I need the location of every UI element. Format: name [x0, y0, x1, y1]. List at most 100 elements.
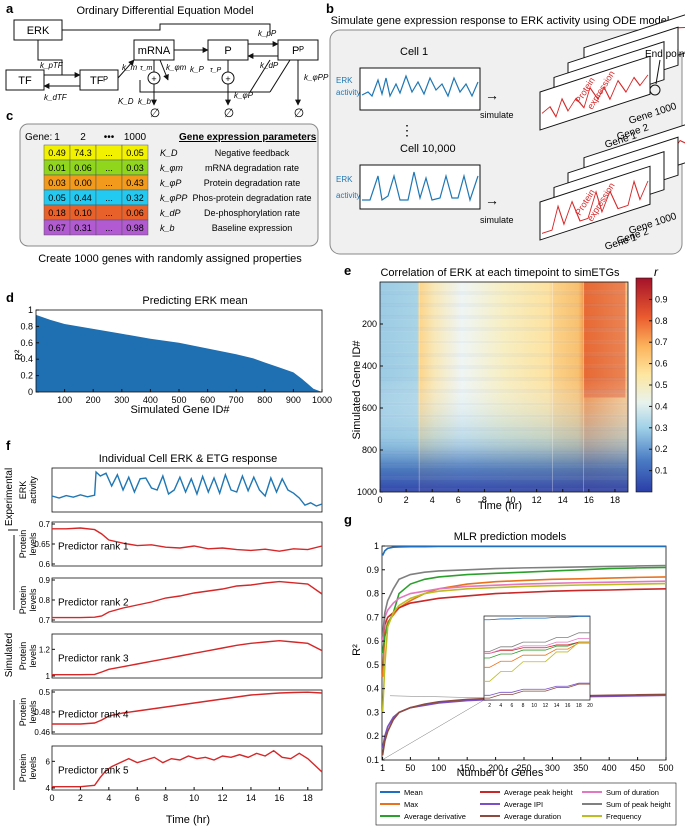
- area-chart: 100 200 300 400 500 600 700 800 900 1000 0 0.2 0.4 0.…: [20, 305, 332, 405]
- rate-k-p: k_P: [190, 65, 204, 74]
- rate-k-phip: k_φP: [234, 91, 254, 100]
- legend-label: Average peak height: [504, 788, 574, 797]
- y-tick-label: 200: [362, 319, 377, 329]
- param-symbol: k_b: [160, 223, 175, 233]
- x-tick-label: 12: [218, 793, 228, 803]
- rate-k-b: k_b: [138, 97, 151, 106]
- x-tick-label: 500: [658, 763, 673, 773]
- x-tick-label: 4: [106, 793, 111, 803]
- legend-label: Mean: [404, 788, 423, 797]
- x-tick-label: 12: [532, 495, 542, 505]
- y-axis-label: Simulated Gene ID#: [351, 340, 363, 440]
- colorbar-tick-label: 0.9: [655, 294, 668, 304]
- x-tick-label: 200: [86, 395, 101, 405]
- series-line: [52, 580, 323, 619]
- series-line: [52, 749, 323, 788]
- series-line: [381, 588, 667, 642]
- y-axis-label: levels: [28, 588, 38, 612]
- x-axis-label: Simulated Gene ID#: [130, 404, 230, 416]
- inset-series-line: [484, 641, 590, 654]
- param-symbol: k_dP: [160, 208, 181, 218]
- y-tick-label: 0.8: [366, 589, 379, 599]
- gene-label: Gene:: [25, 132, 52, 143]
- panel-title: Simulate gene expression response to ERK…: [331, 15, 670, 27]
- p-node-label: P: [224, 45, 231, 57]
- table-cell-value: 0.32: [126, 193, 144, 203]
- y-tick-label: 0.7: [39, 616, 51, 625]
- arrow-icon: →: [485, 87, 499, 103]
- null-icon: ∅: [294, 106, 304, 120]
- y-tick-label: 0.4: [366, 684, 379, 694]
- x-tick-label: 700: [229, 395, 244, 405]
- inset-series-line: [484, 632, 590, 652]
- y-axis-label: Protein: [18, 642, 28, 671]
- chart-title: Individual Cell ERK & ETG response: [99, 453, 278, 465]
- y-axis-label: Protein: [18, 586, 28, 615]
- y-axis-label: levels: [28, 756, 38, 780]
- rate-k-m: k_m: [122, 63, 137, 72]
- x-tick-label: 800: [257, 395, 272, 405]
- y-tick-label: 0.8: [39, 596, 51, 605]
- panel-title: Ordinary Differential Equation Model: [76, 5, 253, 17]
- inset-x-tick-label: 10: [531, 703, 537, 709]
- svg-text:+: +: [151, 74, 156, 84]
- colorbar-label: r: [654, 265, 659, 279]
- area-series: [36, 314, 322, 392]
- panel-letter: g: [344, 512, 352, 527]
- colorbar-tick-label: 0.8: [655, 316, 668, 326]
- rate-tau-p: τ_P: [210, 67, 222, 74]
- table-cell-value: ...: [105, 193, 113, 203]
- y-tick-label: 0.6: [366, 636, 379, 646]
- simulate-label: simulate: [480, 110, 514, 120]
- panel-letter: f: [6, 438, 11, 453]
- x-axis-label: Time (hr): [478, 500, 522, 512]
- colorbar-tick-label: 0.1: [655, 466, 668, 476]
- inset-series-line: [484, 683, 590, 699]
- panel-letter: e: [344, 263, 351, 278]
- column-headers: 1 2 ••• 1000: [54, 132, 146, 143]
- y-tick-label: 0.9: [366, 565, 379, 575]
- x-tick-label: 50: [405, 763, 415, 773]
- panel-c-caption: Create 1000 genes with randomly assigned…: [38, 253, 302, 265]
- x-tick-label: 14: [558, 495, 568, 505]
- y-tick-label: 0.65: [34, 540, 50, 549]
- table-cell-value: ...: [105, 163, 113, 173]
- panel-e: e Correlation of ERK at each timepoint t…: [344, 263, 668, 512]
- arrow-icon: →: [485, 192, 499, 208]
- predictor-label: Predictor rank 5: [58, 765, 129, 776]
- subplot-frame: [51, 577, 323, 623]
- predictor-label: Predictor rank 3: [58, 653, 129, 664]
- panel-d: d Predicting ERK mean 100 200 300 400 500 600…: [6, 290, 332, 416]
- erk-activity-label: ERK: [336, 175, 353, 184]
- x-tick-label: 6: [135, 793, 140, 803]
- table-cell-value: 0.43: [126, 178, 144, 188]
- x-tick-label: 1000: [312, 395, 332, 405]
- table-cell-value: 0.06: [74, 163, 92, 173]
- params-header: Gene expression parameters: [179, 132, 317, 143]
- series-line: [52, 691, 323, 725]
- y-axis-label: R²: [14, 349, 25, 360]
- x-tick-label: 250: [516, 763, 531, 773]
- colorbar-tick-label: 0.2: [655, 444, 668, 454]
- colorbar-tick-label: 0.5: [655, 380, 668, 390]
- y-tick-label: 0.5: [39, 688, 51, 697]
- subplot-frame: [51, 633, 323, 679]
- null-icon: ∅: [224, 106, 234, 120]
- param-symbol: k_φm: [160, 163, 183, 173]
- rate-k-dtf: k_dTF: [44, 93, 68, 102]
- series-line: [52, 527, 323, 552]
- table-cell-value: 0.05: [48, 193, 66, 203]
- inset-x-tick-label: 14: [554, 703, 560, 709]
- y-tick-label: 0.5: [366, 660, 379, 670]
- table-cell-value: 74.3: [74, 148, 92, 158]
- null-icon: ∅: [150, 106, 160, 120]
- simulated-label: Simulated: [4, 633, 15, 677]
- inset-x-tick-label: 2: [488, 703, 491, 709]
- end-point-marker: [649, 84, 661, 96]
- y-tick-label: 0.7: [39, 520, 51, 529]
- series-line: [381, 545, 666, 556]
- experimental-label: Experimental: [4, 468, 15, 526]
- rate-k-phim: k_φm: [166, 63, 187, 72]
- x-tick-label: 100: [57, 395, 72, 405]
- x-axis-label: Time (hr): [166, 814, 210, 826]
